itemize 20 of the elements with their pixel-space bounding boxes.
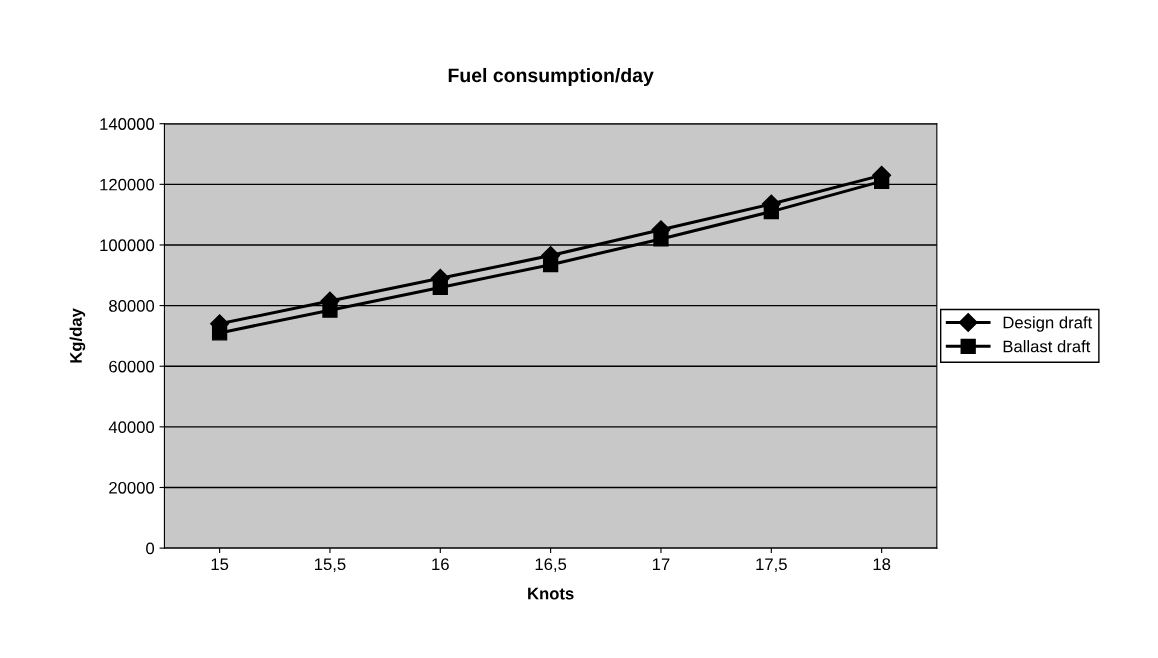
legend-label: Design draft: [1003, 316, 1093, 332]
y-tick-label: 120000: [100, 178, 155, 191]
x-tick-label: 16,5: [535, 558, 567, 573]
y-tick-label: 0: [146, 542, 155, 555]
chart-title: Fuel consumption/day: [448, 67, 654, 87]
x-tick-label: 17: [652, 558, 670, 570]
x-tick-label: 15,5: [315, 558, 346, 573]
y-tick-label: 60000: [109, 360, 155, 373]
y-axis-title: Kg/day: [69, 308, 86, 363]
x-tick-label: 16: [432, 558, 449, 571]
x-axis-title: Knots: [528, 587, 574, 600]
y-tick-label: 40000: [108, 421, 155, 434]
y-tick-label: 100000: [100, 239, 155, 252]
y-tick-label: 20000: [109, 481, 155, 494]
y-tick-label: 80000: [109, 300, 155, 312]
y-tick-label: 140000: [100, 118, 155, 130]
x-tick-label: 17,5: [756, 558, 787, 573]
x-tick-label: 15: [211, 558, 229, 571]
x-tick-label: 18: [873, 558, 891, 571]
legend-label: Ballast draft: [1003, 340, 1091, 353]
